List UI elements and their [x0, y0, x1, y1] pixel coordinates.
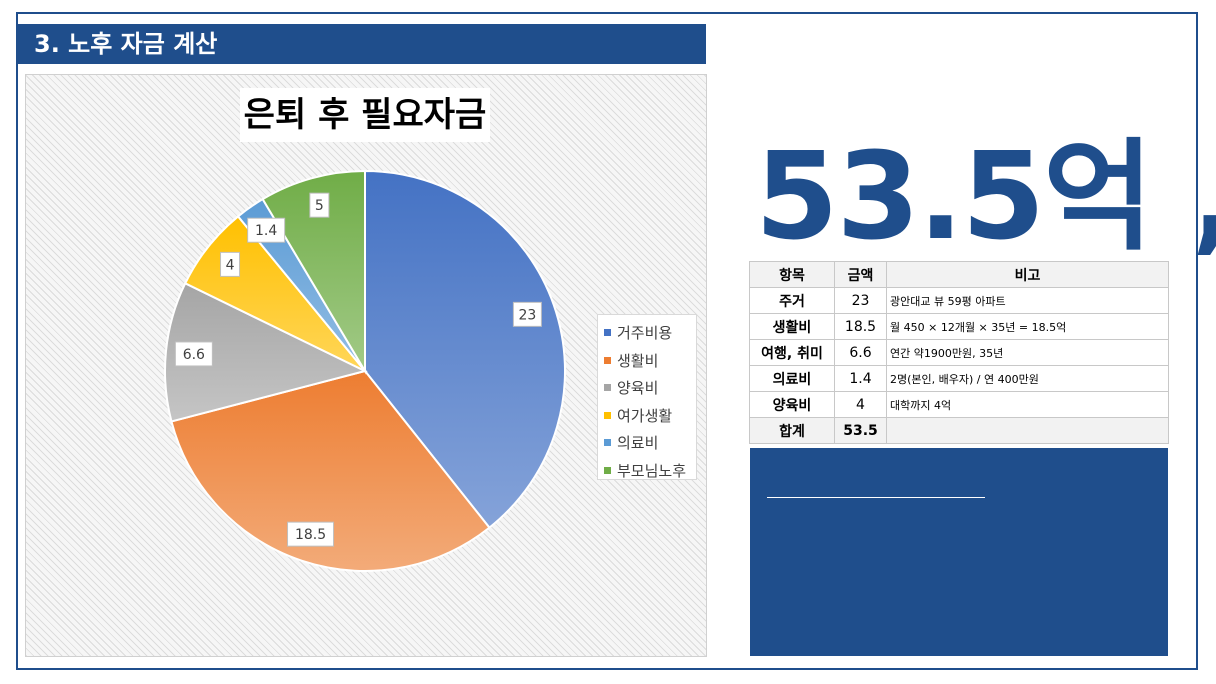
legend-item: 의료비	[604, 429, 696, 457]
legend-item: 부모님노후	[604, 457, 696, 485]
legend-label: 의료비	[617, 434, 659, 453]
row-note: 대학까지 4억	[886, 391, 1169, 418]
legend-swatch	[604, 356, 611, 364]
data-label-4: 1.4	[247, 217, 286, 243]
legend-label: 거주비용	[617, 324, 673, 343]
row-amount: 1.4	[834, 365, 887, 392]
row-amount: 6.6	[834, 339, 887, 366]
data-label-text: 1.4	[255, 223, 277, 239]
pie-slice-1	[170, 369, 491, 572]
data-label-3: 4	[220, 251, 241, 277]
table-row: 의료비 1.4 2명(본인, 배우자) / 연 400만원	[749, 365, 1169, 392]
row-note: 월 450 × 12개월 × 35년 = 18.5억	[886, 313, 1169, 340]
data-label-2: 6.6	[174, 341, 213, 367]
header-amount: 금액	[834, 261, 887, 288]
notes-divider	[767, 497, 985, 498]
header-item: 항목	[749, 261, 835, 288]
data-label-5: 5	[309, 192, 330, 218]
row-note: 연간 약1900만원, 35년	[886, 339, 1169, 366]
total-note	[886, 417, 1169, 444]
table-header-row: 항목 금액 비고	[749, 261, 1169, 288]
legend-swatch	[604, 384, 611, 392]
data-label-text: 23	[518, 307, 536, 323]
data-label-1: 18.5	[287, 521, 335, 547]
data-label-box	[247, 217, 286, 243]
chart-legend: 거주비용 생활비 양육비 여가생활 의료비 부모님노후	[597, 314, 697, 480]
legend-label: 부모님노후	[617, 461, 687, 480]
total-amount-display: 53.5억 ,	[755, 128, 1216, 267]
row-amount: 18.5	[834, 313, 887, 340]
legend-swatch	[604, 329, 611, 337]
data-label-box	[309, 192, 330, 218]
table-row: 주거 23 광안대교 뷰 59평 아파트	[749, 287, 1169, 314]
legend-item: 양육비	[604, 374, 696, 402]
data-label-box	[287, 521, 335, 547]
row-amount: 23	[834, 287, 887, 314]
table-row: 생활비 18.5 월 450 × 12개월 × 35년 = 18.5억	[749, 313, 1169, 340]
row-item: 주거	[749, 287, 835, 314]
data-label-box	[174, 341, 213, 367]
total-row: 합계 53.5	[749, 417, 1169, 444]
data-label-box	[512, 301, 542, 327]
legend-label: 양육비	[617, 379, 659, 398]
notes-panel	[750, 448, 1168, 656]
summary-table: 항목 금액 비고 주거 23 광안대교 뷰 59평 아파트 생활비 18.5 월…	[749, 261, 1169, 444]
legend-item: 생활비	[604, 347, 696, 375]
total-item: 합계	[749, 417, 835, 444]
data-label-0: 23	[512, 301, 542, 327]
row-item: 의료비	[749, 365, 835, 392]
pie-slice-0	[364, 169, 566, 530]
table-row: 여행, 취미 6.6 연간 약1900만원, 35년	[749, 339, 1169, 366]
total-amount: 53.5	[834, 417, 887, 444]
data-label-text: 6.6	[183, 347, 205, 363]
section-title: 3. 노후 자금 계산	[16, 24, 706, 64]
data-label-text: 18.5	[295, 527, 326, 543]
legend-swatch	[604, 466, 611, 474]
data-label-text: 4	[226, 257, 235, 273]
data-label-text: 5	[315, 198, 324, 214]
legend-swatch	[604, 439, 611, 447]
chart-title: 은퇴 후 필요자금	[240, 88, 490, 142]
pie-slice-2	[164, 281, 368, 423]
legend-item: 거주비용	[604, 319, 696, 347]
legend-label: 생활비	[617, 351, 659, 370]
pie-slice-5	[261, 169, 366, 375]
row-item: 여행, 취미	[749, 339, 835, 366]
page-frame	[16, 12, 1198, 670]
table-row: 양육비 4 대학까지 4억	[749, 391, 1169, 418]
row-note: 2명(본인, 배우자) / 연 400만원	[886, 365, 1169, 392]
row-amount: 4	[834, 391, 887, 418]
pie-chart: 23 18.5 6.6 4 1.4 5	[164, 169, 566, 572]
row-item: 생활비	[749, 313, 835, 340]
legend-swatch	[604, 411, 611, 419]
data-label-box	[220, 251, 241, 277]
legend-label: 여가생활	[617, 406, 673, 425]
row-item: 양육비	[749, 391, 835, 418]
row-note: 광안대교 뷰 59평 아파트	[886, 287, 1169, 314]
legend-item: 여가생활	[604, 402, 696, 430]
header-note: 비고	[886, 261, 1169, 288]
